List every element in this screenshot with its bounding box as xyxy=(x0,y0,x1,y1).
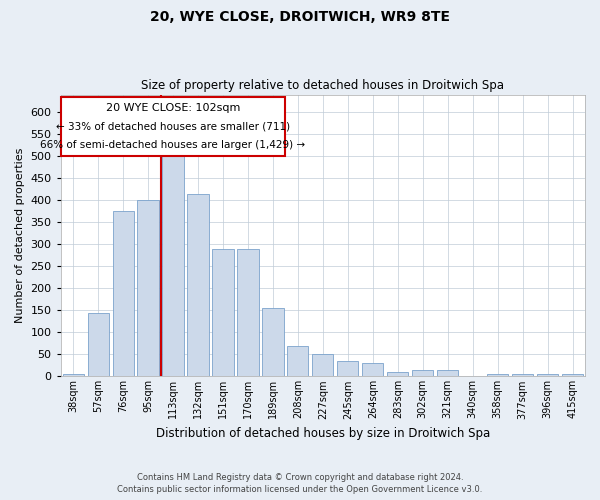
X-axis label: Distribution of detached houses by size in Droitwich Spa: Distribution of detached houses by size … xyxy=(156,427,490,440)
Bar xyxy=(163,143,184,376)
Bar xyxy=(88,312,109,376)
Bar xyxy=(487,374,508,376)
Text: Contains HM Land Registry data © Crown copyright and database right 2024.: Contains HM Land Registry data © Crown c… xyxy=(137,473,463,482)
Text: 20, WYE CLOSE, DROITWICH, WR9 8TE: 20, WYE CLOSE, DROITWICH, WR9 8TE xyxy=(150,10,450,24)
Bar xyxy=(337,361,358,376)
Bar xyxy=(537,374,558,376)
Bar xyxy=(137,200,159,376)
Bar xyxy=(287,346,308,376)
Bar xyxy=(387,372,409,376)
Title: Size of property relative to detached houses in Droitwich Spa: Size of property relative to detached ho… xyxy=(142,79,505,92)
Text: 66% of semi-detached houses are larger (1,429) →: 66% of semi-detached houses are larger (… xyxy=(40,140,305,150)
Bar xyxy=(362,363,383,376)
Bar xyxy=(262,308,284,376)
Bar xyxy=(437,370,458,376)
Bar xyxy=(238,248,259,376)
Bar xyxy=(562,374,583,376)
Text: 20 WYE CLOSE: 102sqm: 20 WYE CLOSE: 102sqm xyxy=(106,103,240,113)
Bar xyxy=(187,194,209,376)
Y-axis label: Number of detached properties: Number of detached properties xyxy=(15,148,25,323)
Bar xyxy=(62,374,84,376)
Text: ← 33% of detached houses are smaller (711): ← 33% of detached houses are smaller (71… xyxy=(56,122,290,132)
Bar xyxy=(212,248,233,376)
Text: Contains public sector information licensed under the Open Government Licence v3: Contains public sector information licen… xyxy=(118,484,482,494)
Bar xyxy=(113,212,134,376)
Bar xyxy=(312,354,334,376)
Bar xyxy=(412,370,433,376)
Bar xyxy=(512,374,533,376)
